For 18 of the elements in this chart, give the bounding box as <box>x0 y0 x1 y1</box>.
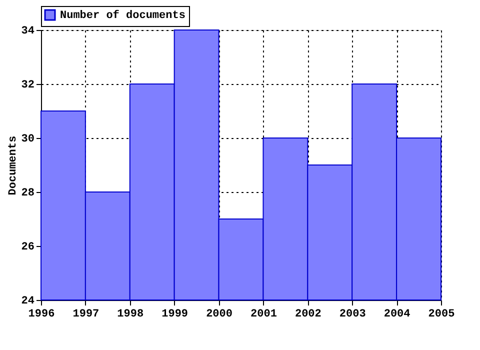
x-tick-label: 1999 <box>162 308 188 320</box>
x-tick-label: 1997 <box>72 308 100 320</box>
legend-label: Number of documents <box>60 9 186 22</box>
x-tick-label: 2004 <box>384 308 411 320</box>
x-tick-label: 1998 <box>117 308 144 320</box>
x-tick-label: 2000 <box>206 308 232 320</box>
x-tick-label: 2005 <box>428 308 456 320</box>
y-tick-label: 32 <box>21 80 34 92</box>
x-tick-label: 2003 <box>339 308 366 320</box>
y-axis-title: Documents <box>7 136 20 196</box>
x-tick-label: 2001 <box>250 308 278 320</box>
x-tick-label: 2002 <box>294 308 322 320</box>
y-tick-label: 34 <box>21 26 35 38</box>
y-tick-label: 30 <box>21 134 34 146</box>
y-tick-label: 24 <box>21 296 35 308</box>
y-tick-label: 28 <box>21 188 35 200</box>
y-tick-label: 26 <box>21 242 34 254</box>
x-tick-label: 1996 <box>28 308 55 320</box>
